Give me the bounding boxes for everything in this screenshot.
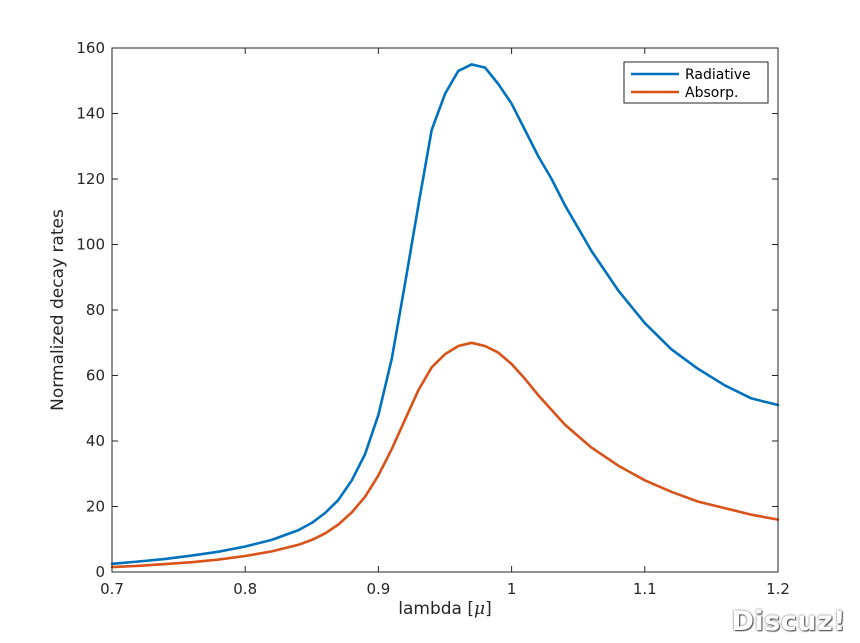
x-axis-label: lambda [μ] [398,599,491,619]
y-tick-label: 120 [76,170,105,188]
watermark-logo: Discuz! [731,606,846,637]
series-line-radiative [110,63,780,566]
axes-box [111,47,779,573]
legend-label-radiative: Radiative [685,67,751,83]
y-tick-label: 20 [86,498,105,516]
x-tick-labels: 0.7 0.8 0.9 1 1.1 1.2 [100,580,790,598]
y-tick-labels: 0 20 40 60 80 100 120 140 160 [76,39,105,581]
y-tick-label: 100 [76,236,105,254]
legend-box [623,61,769,104]
y-axis-label: Normalized decay rates [48,209,68,411]
x-axis-label-text: lambda [ [398,599,474,619]
x-tick-label: 0.8 [233,580,257,598]
y-tick-label: 60 [86,367,105,385]
x-tick-label: 0.9 [366,580,390,598]
legend-label-absorp: Absorp. [685,85,738,101]
x-axis-label-close: ] [485,599,492,619]
x-axis-label-symbol: μ [474,599,485,619]
x-tick-label: 1.1 [633,580,657,598]
plot-area [112,48,778,572]
y-tick-label: 140 [76,105,105,123]
y-tick-label: 80 [86,301,105,319]
y-tick-label: 40 [86,432,105,450]
x-tick-label: 0.7 [100,580,124,598]
y-tick-label: 0 [95,563,105,581]
legend: Radiative Absorp. [623,61,769,104]
y-tick-label: 160 [76,39,105,57]
series-layer [110,63,780,569]
x-tick-label: 1 [507,580,517,598]
series-line-absorp [110,341,780,569]
x-tick-label: 1.2 [766,580,790,598]
